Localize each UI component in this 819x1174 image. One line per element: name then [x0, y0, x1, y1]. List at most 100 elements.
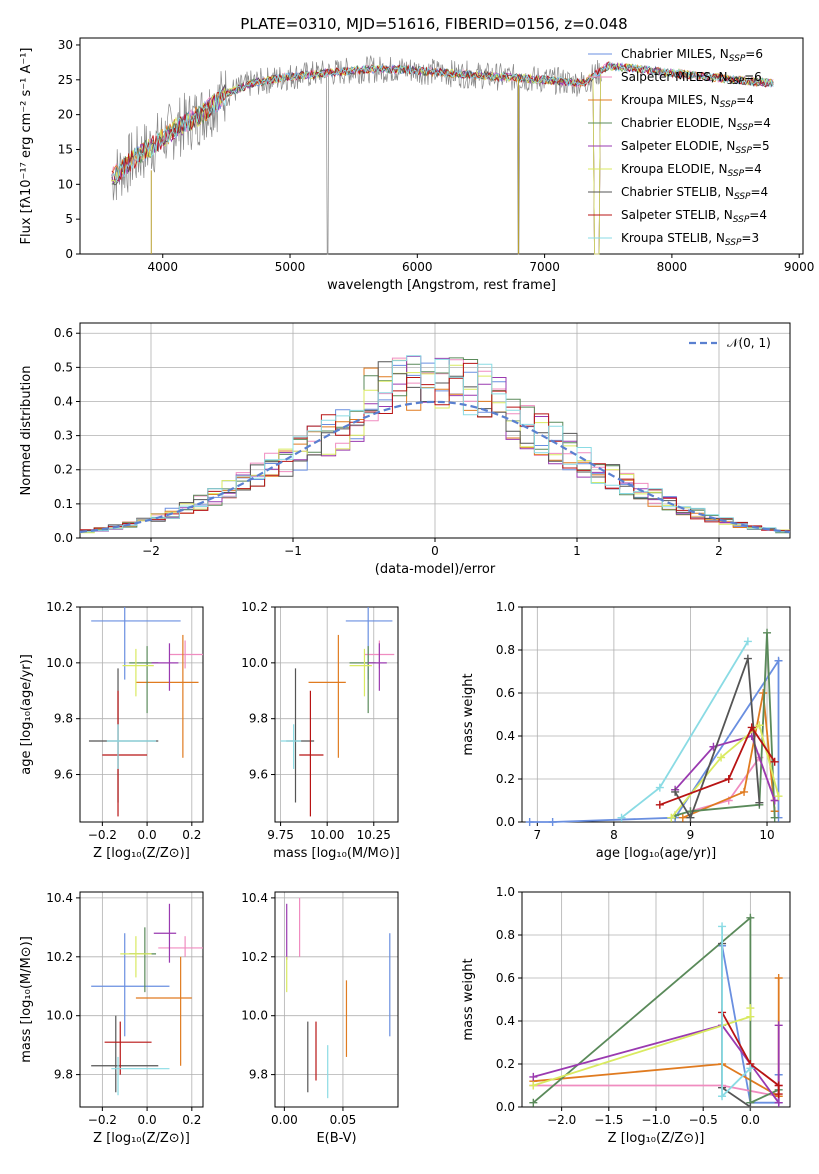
plot-frame [79, 37, 804, 255]
y-tick-label: 10.2 [46, 950, 73, 964]
data-marker [740, 787, 749, 796]
data-marker [774, 1081, 783, 1090]
legend-subscript: SSP [734, 192, 751, 202]
y-tick-label: 10.0 [241, 656, 268, 670]
histogram-7 [80, 362, 790, 532]
data-marker [525, 818, 534, 826]
legend-subscript: SSP [737, 123, 754, 133]
mass-weight-line [721, 1011, 780, 1095]
normal-curve [79, 400, 791, 534]
x-tick-label: 0.0 [741, 1113, 760, 1127]
legend-text: Chabrier ELODIE, N [621, 116, 737, 130]
y-tick-label: 0.0 [496, 815, 515, 829]
legend-value: =4 [751, 185, 769, 199]
y-tick-label: 0.2 [496, 1057, 515, 1071]
x-axis-label: Z [log₁₀(Z/Z⊙)] [93, 846, 190, 861]
z-age-panel: −0.2 0.0 0.2 9.6 9.8 10.0 10.2 Z [log₁₀(Z/Z⊙)] a… [19, 600, 204, 861]
y-tick-label: 10.0 [46, 656, 73, 670]
mass-age-panel: 9.75 10.00 10.25 9.6 9.8 10.0 10.2 mass [log₁₀(… [241, 600, 399, 861]
data-marker [759, 689, 768, 697]
plot-frame [79, 891, 204, 1108]
legend-entry: Chabrier STELIB, NSSP=4 [621, 185, 768, 202]
residual-histogram-panel: −2 −1 0 1 2 0.0 0.1 0.2 0.3 0.4 0.5 0.6 (data-model)… [19, 322, 791, 577]
y-tick-label: 20 [58, 108, 73, 122]
x-axis-label: E(B-V) [316, 1131, 356, 1146]
y-tick-label: 0.4 [496, 1014, 515, 1028]
data-marker [746, 1064, 755, 1073]
y-tick-label: 10.4 [46, 891, 73, 905]
data-marker [774, 1090, 783, 1099]
x-tick-label: −1.0 [641, 1113, 670, 1127]
legend-subscript: SSP [728, 169, 745, 179]
model-spectrum-5 [111, 61, 774, 255]
x-tick-label: 10.00 [310, 828, 344, 842]
data-marker [755, 798, 764, 807]
spectrum-title: PLATE=0310, MJD=51616, FIBERID=0156, z=0… [240, 15, 627, 33]
x-axis-label: Z [log₁₀(Z/Z⊙)] [93, 1131, 190, 1146]
y-tick-label: 0.6 [54, 326, 73, 340]
x-tick-label: 10 [759, 828, 774, 842]
x-tick-label: 10.25 [357, 828, 391, 842]
x-axis-label: Z [log₁₀(Z/Z⊙)] [608, 1131, 705, 1146]
mass-weight-line [659, 725, 776, 806]
y-tick-label: 9.8 [54, 712, 73, 726]
x-tick-label: 6000 [402, 260, 433, 274]
z-massweight-panel: −2.0 −1.5 −1.0 −0.5 0.0 0.0 0.2 0.4 0.6 0.8 1.0 Z [… [461, 885, 791, 1146]
data-marker [770, 796, 779, 805]
model-spectrum-4 [111, 62, 774, 255]
y-axis-label: Normed distribution [19, 366, 34, 496]
y-axis-label: Flux [fλ10⁻¹⁷ erg cm⁻² s⁻¹ A⁻¹] [19, 48, 34, 245]
data-marker [755, 721, 764, 730]
x-axis-label: (data-model)/error [375, 562, 496, 577]
x-tick-label: 4000 [147, 260, 178, 274]
legend-entry: 𝒩(0, 1) [727, 336, 771, 350]
y-tick-label: 10.0 [46, 1009, 73, 1023]
y-axis-label: age [log₁₀(age/yr)] [19, 654, 34, 775]
data-marker [747, 723, 756, 732]
data-marker [671, 787, 680, 796]
x-tick-label: 0.0 [138, 1113, 157, 1127]
mass-weight-line [670, 723, 780, 819]
data-marker [763, 628, 772, 637]
y-axis-label: mass weight [461, 958, 476, 1040]
data-marker [774, 656, 783, 665]
y-tick-label: 9.8 [54, 1068, 73, 1082]
data-marker [746, 913, 755, 922]
y-tick-label: 1.0 [496, 885, 515, 899]
data-marker [655, 800, 664, 809]
legend-text: Kroupa ELODIE, N [621, 162, 728, 176]
y-tick-label: 25 [58, 73, 73, 87]
x-tick-label: 0 [431, 544, 439, 558]
data-marker [770, 757, 779, 766]
legend-value: =4 [749, 208, 767, 222]
mass-weight-line [620, 640, 749, 819]
legend-entry: Chabrier MILES, NSSP=6 [621, 47, 763, 64]
data-marker [770, 813, 779, 822]
x-tick-label: −1 [284, 544, 302, 558]
plot-frame [521, 606, 791, 823]
x-tick-label: −1.5 [594, 1113, 623, 1127]
legend-value: =4 [736, 93, 754, 107]
y-tick-label: 9.6 [249, 768, 268, 782]
y-tick-label: 9.6 [54, 768, 73, 782]
plot-frame [274, 606, 399, 823]
y-tick-label: 30 [58, 38, 73, 52]
legend-entry: Kroupa ELODIE, NSSP=4 [621, 162, 762, 179]
x-tick-label: 9 [687, 828, 695, 842]
legend-text: Salpeter STELIB, N [621, 208, 733, 222]
legend-entry: Kroupa STELIB, NSSP=3 [621, 231, 759, 248]
y-tick-label: 0.5 [54, 360, 73, 374]
y-tick-label: 0.8 [496, 643, 515, 657]
x-tick-label: 7 [533, 828, 541, 842]
legend-entry: Salpeter STELIB, NSSP=4 [621, 208, 767, 225]
age-massweight-panel: 7 8 9 10 0.0 0.2 0.4 0.6 0.8 1.0 age [log₁₀(age/yr… [461, 600, 791, 861]
x-tick-label: 8000 [657, 260, 688, 274]
y-tick-label: 0 [65, 247, 73, 261]
x-axis-label: age [log₁₀(age/yr)] [596, 846, 717, 861]
x-tick-label: 9000 [784, 260, 815, 274]
y-tick-label: 0.2 [54, 463, 73, 477]
legend-subscript: SSP [729, 54, 746, 64]
y-axis-label: mass weight [461, 673, 476, 755]
x-tick-label: 7000 [529, 260, 560, 274]
observed-spectrum [111, 55, 602, 255]
